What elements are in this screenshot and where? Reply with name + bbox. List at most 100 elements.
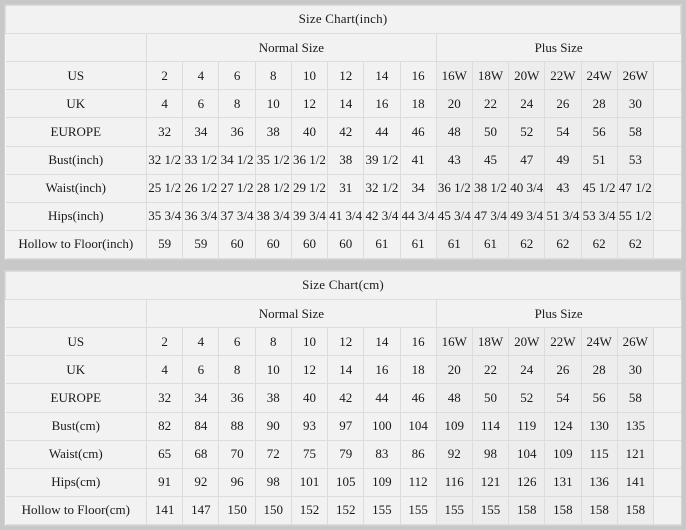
cell-inch-r3-c3: 35 1/2 bbox=[254, 145, 292, 175]
cell-inch-r0-c6: 14 bbox=[363, 61, 401, 91]
cell-inch-r6-c13: 62 bbox=[616, 229, 654, 260]
cell-inch-r1-c2: 8 bbox=[218, 89, 256, 119]
size-chart-cm: Size Chart(cm) Normal Size Plus Size US 2 4 6 8… bbox=[4, 270, 682, 526]
cell-cm-r4-c4: 75 bbox=[290, 439, 329, 469]
cell-cm-r6-c1: 147 bbox=[182, 495, 220, 526]
cell-inch-r0-c7: 16 bbox=[399, 61, 437, 91]
cell-cm-r6-c12: 158 bbox=[580, 495, 618, 526]
cell-inch-r0-c5: 12 bbox=[327, 61, 365, 91]
cell-cm-r1-c4: 12 bbox=[290, 355, 329, 385]
cell-inch-r0-c9: 18W bbox=[471, 61, 510, 91]
cell-cm-r4-c10: 104 bbox=[508, 439, 546, 469]
cell-inch-r2-c7: 46 bbox=[399, 117, 437, 147]
cell-inch-r6-c4: 60 bbox=[290, 229, 329, 260]
cell-cm-r0-c11: 22W bbox=[544, 327, 582, 357]
cell-inch-r3-c0: 32 1/2 bbox=[146, 145, 184, 175]
cell-inch-r1-c6: 16 bbox=[363, 89, 401, 119]
cell-cm-r0-c1: 4 bbox=[182, 327, 220, 357]
cell-cm-r0-c12: 24W bbox=[580, 327, 618, 357]
table-row: Waist(inch) 25 1/2 26 1/2 27 1/2 28 1/2 29 1/… bbox=[5, 173, 681, 203]
cell-cm-r0-c6: 14 bbox=[363, 327, 401, 357]
group-header-plus-size: Plus Size bbox=[435, 33, 681, 63]
cell-cm-r4-c13: 121 bbox=[616, 439, 654, 469]
table-row: Hollow to Floor(cm) 141 147 150 150 152 152 155… bbox=[5, 495, 681, 526]
cell-cm-r6-c13: 158 bbox=[616, 495, 654, 526]
cell-inch-r3-c9: 45 bbox=[471, 145, 510, 175]
cell-inch-r1-c13: 30 bbox=[616, 89, 654, 119]
size-table-inch-body: Size Chart(inch) Normal Size Plus Size US 2 4… bbox=[5, 4, 681, 260]
table-row: Bust(inch) 32 1/2 33 1/2 34 1/2 35 1/2 36 1/2… bbox=[5, 145, 681, 175]
cell-inch-r2-c11: 54 bbox=[544, 117, 582, 147]
cell-inch-r0-c0: 2 bbox=[146, 61, 184, 91]
cell-cm-r5-c5: 105 bbox=[327, 467, 365, 497]
table-row: Waist(cm) 65 68 70 72 75 79 83 86 92 98 104 109 115 12… bbox=[5, 439, 681, 469]
cell-inch-r0-c10: 20W bbox=[508, 61, 546, 91]
cell-cm-r6-c2: 150 bbox=[218, 495, 256, 526]
cell-inch-r2-c0: 32 bbox=[146, 117, 184, 147]
cell-cm-r5-c8: 116 bbox=[435, 467, 473, 497]
cell-cm-r5-c12: 136 bbox=[580, 467, 618, 497]
cell-inch-r1-c1: 6 bbox=[182, 89, 220, 119]
cell-cm-r2-c9: 50 bbox=[471, 383, 510, 413]
cell-inch-r5-c7: 44 3/4 bbox=[399, 201, 437, 231]
cell-inch-r4-c0: 25 1/2 bbox=[146, 173, 184, 203]
row-label-cm-5: Hips(cm) bbox=[5, 467, 148, 497]
row-tail-spacer bbox=[652, 411, 681, 441]
row-label-cm-4: Waist(cm) bbox=[5, 439, 148, 469]
cell-inch-r6-c9: 61 bbox=[471, 229, 510, 260]
size-table-cm-body: Size Chart(cm) Normal Size Plus Size US 2 4 6 8… bbox=[5, 270, 681, 526]
cell-inch-r4-c10: 40 3/4 bbox=[508, 173, 546, 203]
cell-cm-r4-c11: 109 bbox=[544, 439, 582, 469]
cell-cm-r3-c12: 130 bbox=[580, 411, 618, 441]
row-label-inch-3: Bust(inch) bbox=[5, 145, 148, 175]
cell-cm-r1-c0: 4 bbox=[146, 355, 184, 385]
cell-cm-r4-c0: 65 bbox=[146, 439, 184, 469]
cell-inch-r3-c7: 41 bbox=[399, 145, 437, 175]
cell-inch-r6-c10: 62 bbox=[508, 229, 546, 260]
cell-inch-r3-c5: 38 bbox=[327, 145, 365, 175]
cell-cm-r1-c7: 18 bbox=[399, 355, 437, 385]
cell-cm-r4-c5: 79 bbox=[327, 439, 365, 469]
cell-inch-r0-c11: 22W bbox=[544, 61, 582, 91]
cell-cm-r6-c3: 150 bbox=[254, 495, 292, 526]
cell-cm-r2-c11: 54 bbox=[544, 383, 582, 413]
cell-cm-r3-c9: 114 bbox=[471, 411, 510, 441]
cell-cm-r2-c4: 40 bbox=[290, 383, 329, 413]
cell-cm-r6-c10: 158 bbox=[508, 495, 546, 526]
cell-inch-r4-c6: 32 1/2 bbox=[363, 173, 401, 203]
chart-title: Size Chart(inch) bbox=[5, 4, 681, 35]
cell-cm-r3-c8: 109 bbox=[435, 411, 473, 441]
cell-inch-r4-c2: 27 1/2 bbox=[218, 173, 256, 203]
cell-inch-r5-c6: 42 3/4 bbox=[363, 201, 401, 231]
cell-cm-r1-c8: 20 bbox=[435, 355, 473, 385]
cell-inch-r5-c9: 47 3/4 bbox=[471, 201, 510, 231]
cell-cm-r5-c0: 91 bbox=[146, 467, 184, 497]
row-label-cm-6: Hollow to Floor(cm) bbox=[5, 495, 148, 526]
cell-cm-r1-c6: 16 bbox=[363, 355, 401, 385]
cell-inch-r2-c13: 58 bbox=[616, 117, 654, 147]
cell-inch-r5-c0: 35 3/4 bbox=[146, 201, 184, 231]
cell-inch-r2-c1: 34 bbox=[182, 117, 220, 147]
cell-inch-r6-c1: 59 bbox=[182, 229, 220, 260]
cell-inch-r0-c8: 16W bbox=[435, 61, 473, 91]
cell-cm-r6-c6: 155 bbox=[363, 495, 401, 526]
cell-cm-r2-c1: 34 bbox=[182, 383, 220, 413]
row-tail-spacer bbox=[652, 173, 681, 203]
row-label-cm-1: UK bbox=[5, 355, 148, 385]
cell-inch-r2-c9: 50 bbox=[471, 117, 510, 147]
cell-inch-r3-c8: 43 bbox=[435, 145, 473, 175]
cell-inch-r5-c10: 49 3/4 bbox=[508, 201, 546, 231]
cell-cm-r0-c8: 16W bbox=[435, 327, 473, 357]
cell-cm-r4-c2: 70 bbox=[218, 439, 256, 469]
table-row: EUROPE 32 34 36 38 40 42 44 46 48 50 52 54 56 58 bbox=[5, 383, 681, 413]
cell-cm-r4-c1: 68 bbox=[182, 439, 220, 469]
group-header-normal-size: Normal Size bbox=[146, 33, 437, 63]
cell-cm-r4-c6: 83 bbox=[363, 439, 401, 469]
group-header-row: Normal Size Plus Size bbox=[5, 299, 681, 329]
cell-cm-r0-c7: 16 bbox=[399, 327, 437, 357]
cell-inch-r1-c5: 14 bbox=[327, 89, 365, 119]
cell-inch-r1-c11: 26 bbox=[544, 89, 582, 119]
cell-cm-r6-c9: 155 bbox=[471, 495, 510, 526]
cell-cm-r1-c3: 10 bbox=[254, 355, 292, 385]
cell-inch-r0-c1: 4 bbox=[182, 61, 220, 91]
